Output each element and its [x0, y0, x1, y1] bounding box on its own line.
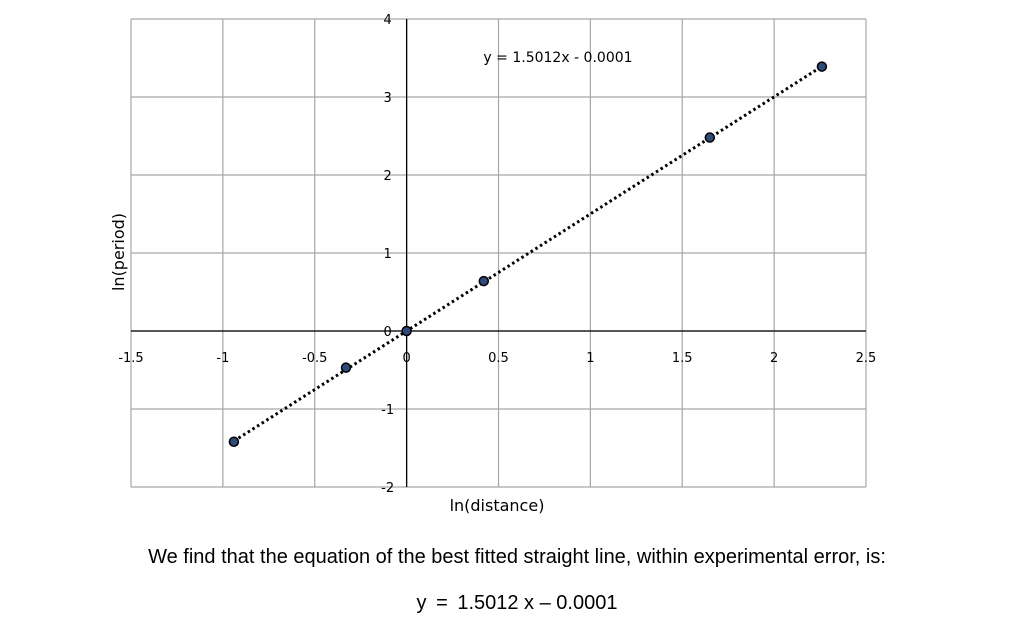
y-tick-label: 3 [383, 91, 391, 106]
x-tick-label: -0.5 [302, 351, 327, 366]
x-tick-label: 0 [402, 351, 410, 366]
x-tick-label: 1 [586, 351, 594, 366]
y-tick-label: 0 [383, 325, 391, 340]
y-axis-title: ln(period) [109, 213, 128, 291]
points-layer [228, 61, 828, 448]
grid [130, 18, 867, 488]
equation-text: y = 1.5012 x – 0.0001 [0, 592, 1034, 615]
y-tick-label: -1 [381, 403, 394, 418]
data-point [228, 436, 240, 448]
equation-equals: = [436, 592, 448, 614]
x-tick-label: 2 [770, 351, 778, 366]
x-tick-label: -1.5 [118, 351, 143, 366]
trendline-layer [233, 65, 823, 443]
caption-text: We find that the equation of the best fi… [148, 546, 886, 568]
y-tick-label: 2 [383, 169, 391, 184]
equation-rhs: 1.5012 x – 0.0001 [457, 592, 618, 614]
data-point [704, 132, 716, 143]
x-tick-label: 0.5 [488, 351, 509, 366]
x-tick-label: -1 [216, 351, 229, 366]
chart: -1.5 -1 -0.5 0 0.5 1 1.5 2 2.5 -2 -1 0 1 2 3 4 y = 1.50… [109, 13, 876, 515]
y-tick-label: 4 [383, 13, 391, 28]
x-axis-title: ln(distance) [450, 496, 545, 515]
trendline [233, 65, 823, 443]
y-tick-label: -2 [381, 481, 394, 496]
data-point [478, 275, 490, 287]
x-tick-label: 2.5 [856, 351, 877, 366]
data-point [401, 325, 412, 337]
equation-y: y [416, 592, 427, 614]
trendline-equation: y = 1.5012x - 0.0001 [483, 50, 632, 66]
data-point [816, 61, 828, 72]
axes [131, 19, 866, 487]
y-tick-label: 1 [383, 247, 391, 262]
x-tick-label: 1.5 [672, 351, 693, 366]
data-point [340, 362, 352, 373]
labels-layer: -1.5 -1 -0.5 0 0.5 1 1.5 2 2.5 -2 -1 0 1 2 3 4 [118, 13, 876, 496]
